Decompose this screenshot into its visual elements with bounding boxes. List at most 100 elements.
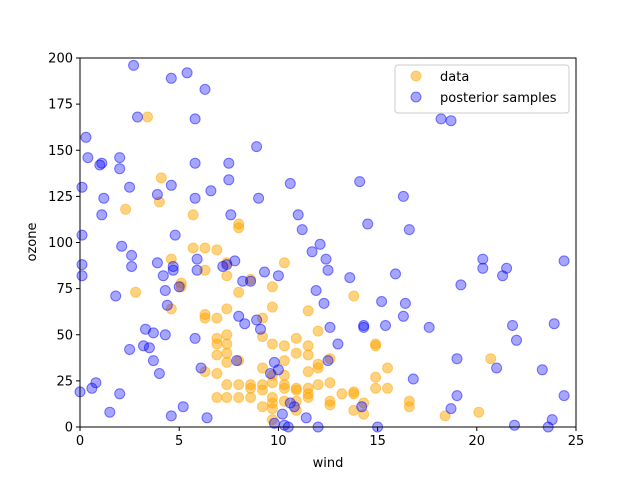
posterior-sample-point: [300, 412, 312, 424]
posterior-sample-point: [324, 321, 336, 333]
posterior-sample-point: [253, 192, 265, 204]
posterior-sample-point: [501, 262, 513, 274]
data-point: [221, 329, 233, 341]
y-tick-label: 100: [48, 236, 73, 251]
posterior-sample-point: [223, 174, 235, 186]
posterior-sample-point: [114, 388, 126, 400]
data-point: [233, 392, 245, 403]
data-point: [278, 340, 290, 352]
y-tick-label: 25: [56, 374, 73, 389]
posterior-sample-point: [128, 59, 140, 71]
posterior-sample-point: [159, 285, 171, 296]
posterior-sample-point: [147, 355, 159, 367]
data-point: [266, 301, 278, 313]
y-tick-label: 75: [56, 282, 73, 297]
posterior-sample-point: [455, 279, 467, 291]
posterior-sample-point: [511, 334, 522, 346]
posterior-sample-point: [189, 157, 201, 169]
posterior-sample-point: [491, 362, 503, 374]
posterior-sample-point: [189, 332, 201, 344]
data-point: [245, 392, 257, 403]
posterior-sample-point: [255, 323, 266, 335]
data-point: [221, 347, 233, 359]
posterior-sample-point: [288, 401, 300, 413]
posterior-sample-point: [116, 240, 128, 252]
posterior-sample-point: [322, 264, 334, 276]
posterior-sample-point: [320, 253, 332, 265]
posterior-sample-point: [124, 344, 136, 355]
data-point: [221, 356, 233, 368]
posterior-sample-point: [403, 224, 415, 236]
posterior-sample-point: [399, 297, 411, 309]
posterior-sample-point: [165, 179, 177, 191]
posterior-sample-point: [354, 176, 366, 188]
posterior-sample-point: [536, 364, 548, 376]
data-point: [221, 379, 233, 391]
posterior-sample-point: [276, 408, 288, 420]
data-point: [278, 355, 290, 367]
posterior-sample-point: [507, 320, 518, 331]
y-tick-label: 0: [65, 421, 73, 436]
data-point: [370, 382, 382, 394]
posterior-sample-point: [344, 272, 356, 284]
data-point: [211, 338, 223, 350]
posterior-sample-point: [376, 296, 388, 307]
posterior-sample-point: [165, 410, 177, 422]
data-point: [312, 379, 324, 391]
posterior-sample-point: [509, 419, 520, 431]
posterior-sample-point: [445, 403, 457, 415]
posterior-sample-point: [114, 163, 126, 175]
data-point: [233, 379, 245, 391]
data-point: [221, 270, 233, 282]
posterior-sample-point: [380, 320, 391, 331]
data-point: [211, 392, 223, 403]
posterior-sample-point: [451, 390, 463, 402]
posterior-sample-point: [147, 327, 159, 339]
data-point: [257, 312, 268, 324]
posterior-sample-point: [233, 310, 245, 322]
posterior-sample-point: [80, 131, 92, 143]
y-tick-label: 50: [56, 328, 73, 343]
data-point: [199, 242, 211, 254]
data-point: [266, 281, 278, 293]
legend-label-data: data: [440, 70, 469, 85]
posterior-sample-point: [423, 321, 435, 333]
data-point: [290, 332, 302, 344]
data-point: [211, 368, 223, 379]
posterior-sample-point: [153, 368, 165, 379]
posterior-sample-point: [548, 318, 560, 330]
posterior-sample-point: [397, 190, 409, 202]
data-point: [221, 303, 233, 315]
y-axis-ticks: 0 25 50 75 100 125 150 175 200: [48, 52, 80, 436]
data-point: [221, 392, 233, 403]
posterior-sample-point: [169, 229, 181, 241]
legend-box: [394, 64, 570, 114]
posterior-sample-point: [445, 115, 457, 127]
posterior-sample-point: [165, 72, 177, 84]
data-point: [257, 384, 268, 396]
data-point: [221, 338, 233, 350]
data-point: [211, 349, 223, 361]
posterior-sample-point: [191, 264, 203, 276]
posterior-sample-point: [205, 185, 217, 197]
posterior-sample-point: [90, 377, 102, 389]
data-point: [278, 382, 290, 394]
posterior-sample-point: [245, 275, 257, 287]
data-point: [233, 222, 245, 234]
data-point: [302, 349, 314, 361]
posterior-sample-point: [151, 257, 163, 269]
data-point: [266, 338, 278, 350]
posterior-sample-point: [191, 253, 203, 265]
posterior-sample-point: [76, 181, 88, 193]
data-point: [290, 347, 302, 359]
posterior-sample-point: [177, 401, 189, 413]
x-tick-label: 20: [469, 434, 486, 449]
posterior-sample-point: [126, 261, 138, 272]
posterior-sample-point: [259, 266, 270, 278]
posterior-sample-point: [189, 113, 201, 125]
posterior-sample-point: [161, 299, 173, 311]
legend-marker-posterior: [410, 91, 422, 103]
y-tick-label: 125: [48, 190, 73, 205]
posterior-sample-point: [397, 310, 409, 322]
legend-marker-data: [410, 70, 422, 82]
